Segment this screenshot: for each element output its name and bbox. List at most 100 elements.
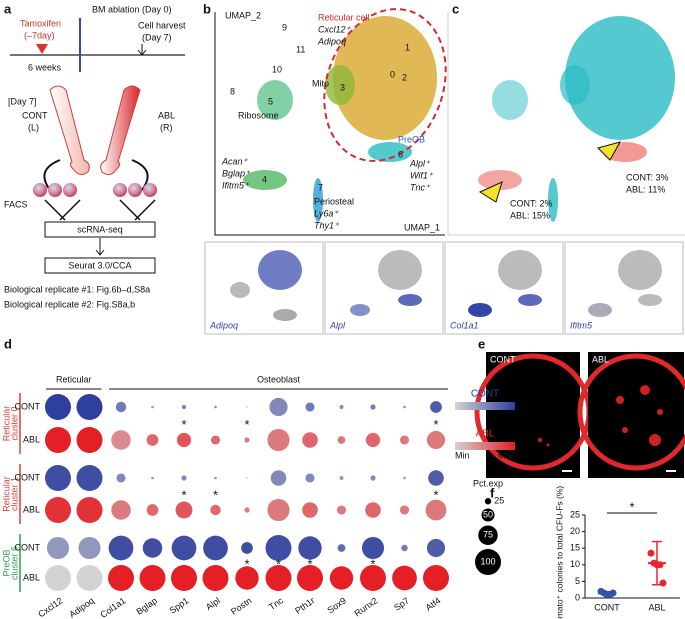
gene-label: Postn bbox=[229, 595, 254, 616]
gene-label: Spp1 bbox=[168, 595, 191, 615]
marker-label: Wif1⁺ bbox=[410, 170, 434, 180]
group-name: PreOB bbox=[1, 549, 11, 576]
cluster-blob bbox=[492, 80, 528, 120]
size-key-label: 50 bbox=[483, 509, 493, 519]
marker-label: Acan⁺ bbox=[221, 156, 249, 166]
dot bbox=[298, 536, 322, 560]
periosteal-label: Periosteal bbox=[314, 196, 354, 206]
cluster-number: 3 bbox=[340, 82, 345, 92]
marker-label: Bglap⁺ bbox=[222, 168, 251, 178]
facs-label: FACS bbox=[4, 199, 28, 209]
arrow bbox=[95, 238, 105, 256]
marker-label: Thy1⁺ bbox=[314, 220, 340, 230]
cluster-blob bbox=[560, 65, 590, 105]
dot bbox=[392, 565, 417, 591]
feature-name: Col1a1 bbox=[450, 320, 479, 330]
dot bbox=[246, 406, 248, 408]
dot bbox=[265, 565, 292, 591]
significance: * bbox=[629, 499, 634, 514]
header: Osteoblast bbox=[257, 374, 301, 384]
legend-title: ABL bbox=[476, 429, 495, 440]
panel-label: e bbox=[478, 336, 485, 351]
dot bbox=[423, 565, 449, 591]
dot bbox=[139, 565, 166, 591]
dot bbox=[142, 538, 163, 558]
y-axis-label: Tomato⁺ colonies to total CFU-Fs (%) bbox=[554, 486, 564, 619]
dot bbox=[370, 475, 376, 481]
significance: * bbox=[276, 556, 281, 571]
dot bbox=[235, 566, 259, 590]
dot bbox=[305, 473, 315, 483]
panel-label: a bbox=[4, 1, 12, 16]
dot bbox=[244, 437, 250, 443]
cont-label: CONT bbox=[22, 110, 48, 120]
significance: * bbox=[433, 417, 438, 432]
abl-label: ABL bbox=[158, 110, 175, 120]
dot bbox=[305, 402, 315, 412]
dot bbox=[360, 565, 386, 591]
significance: * bbox=[370, 556, 375, 571]
significance: * bbox=[213, 487, 218, 502]
mito-label: Mito bbox=[312, 78, 329, 88]
gene-label: Runx2 bbox=[352, 595, 379, 618]
dot bbox=[176, 432, 192, 448]
dot bbox=[45, 465, 71, 491]
color-bar bbox=[455, 402, 515, 410]
abl-side: (R) bbox=[160, 122, 173, 132]
annotation: ABL: 15% bbox=[510, 210, 550, 220]
gene-label: Bglap bbox=[134, 595, 159, 616]
feature-name: Adipoq bbox=[209, 320, 238, 330]
box bbox=[44, 221, 156, 238]
dot bbox=[175, 501, 193, 519]
gene-label: Col1a1 bbox=[98, 595, 127, 619]
feature-name: Alpl bbox=[329, 320, 346, 330]
reticular-label: Reticular cell bbox=[318, 12, 370, 22]
cell-spheres bbox=[33, 183, 157, 197]
dot bbox=[76, 427, 103, 453]
tamoxifen-label: Tamoxifen bbox=[20, 18, 61, 28]
dot bbox=[210, 435, 221, 445]
y-tick-label: 10 bbox=[570, 559, 580, 569]
harvest-label: Cell harvest bbox=[138, 20, 186, 30]
panel-e: e CONT ABL bbox=[474, 336, 685, 478]
cluster-number: 10 bbox=[272, 64, 282, 74]
panel-label: b bbox=[203, 1, 211, 16]
header: Reticular bbox=[56, 374, 92, 384]
x-tick-label: ABL bbox=[648, 602, 665, 612]
panel-a: a BM ablation (Day 0) Tamoxifen (–7day) … bbox=[4, 1, 186, 309]
annotation: CONT: 2% bbox=[510, 198, 553, 208]
cluster-blob bbox=[313, 178, 323, 222]
annotation: CONT: 3% bbox=[626, 172, 669, 182]
cluster-number: 0 bbox=[390, 69, 395, 79]
scale-bar bbox=[666, 470, 676, 472]
ribosome-label: Ribosome bbox=[238, 110, 279, 120]
arrowhead bbox=[597, 141, 622, 161]
dot bbox=[151, 405, 154, 409]
dot bbox=[370, 404, 376, 410]
gene-label: Tnc bbox=[267, 595, 285, 612]
dot bbox=[146, 434, 159, 446]
dot bbox=[46, 536, 70, 560]
dot bbox=[302, 502, 318, 518]
dot bbox=[182, 405, 186, 409]
size-key bbox=[484, 498, 492, 505]
cluster-number: 1 bbox=[405, 42, 410, 52]
dot bbox=[202, 565, 229, 591]
cluster-number: 8 bbox=[230, 86, 235, 96]
tamoxifen-day: (–7day) bbox=[24, 30, 55, 40]
point bbox=[647, 549, 655, 557]
x-axis-label: UMAP_1 bbox=[404, 222, 440, 232]
dot bbox=[108, 535, 134, 561]
gene-label: Pth1r bbox=[293, 595, 316, 616]
marker-label: Ifitm5⁺ bbox=[222, 180, 250, 190]
cont-side: (L) bbox=[28, 122, 39, 132]
cluster-blob bbox=[257, 80, 293, 120]
cluster-number: 4 bbox=[262, 174, 267, 184]
marker-label: Tnc⁺ bbox=[410, 182, 431, 192]
dot bbox=[115, 401, 127, 413]
panel-b: b UMAP_2 UMAP_1 0 1 2 3 4 5 6 7 8 9 10 1… bbox=[203, 1, 447, 236]
dot bbox=[171, 565, 197, 591]
harvest-day: (Day 7) bbox=[142, 32, 172, 42]
group-cluster: cluster 6 bbox=[9, 546, 19, 580]
x-tick-label: CONT bbox=[594, 602, 620, 612]
